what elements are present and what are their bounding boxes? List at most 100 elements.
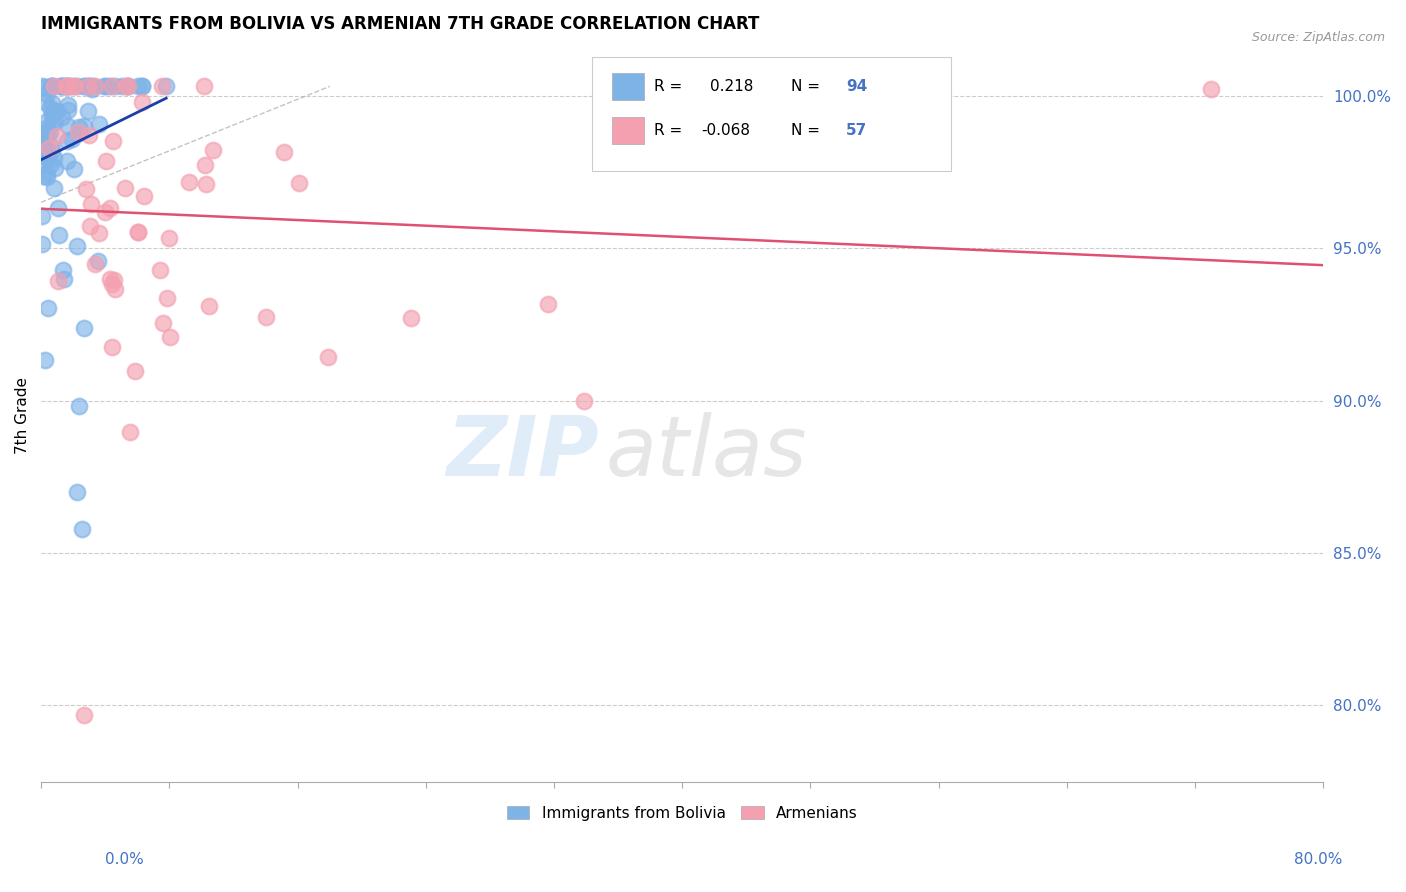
Point <box>58 79 80 94</box>
Point <box>201 143 224 157</box>
Point <box>56 79 79 94</box>
Point <box>46 103 69 118</box>
Point <box>51 110 73 124</box>
Point <box>77 128 100 142</box>
Point <box>148 262 170 277</box>
Point <box>56 134 79 148</box>
Text: N =: N = <box>792 78 820 94</box>
Point <box>101 277 124 291</box>
Point <box>67 125 90 139</box>
Point <box>96 154 118 169</box>
Point <box>30 128 52 143</box>
Point <box>67 399 90 413</box>
Point <box>66 79 89 94</box>
FancyBboxPatch shape <box>592 57 952 170</box>
Point <box>32 126 55 140</box>
Point <box>79 219 101 233</box>
Text: atlas: atlas <box>605 412 807 493</box>
Point <box>31 236 53 251</box>
Text: N =: N = <box>792 123 820 138</box>
Text: -0.068: -0.068 <box>702 123 751 138</box>
Point <box>48 79 70 94</box>
Point <box>155 291 177 305</box>
Text: 80.0%: 80.0% <box>1295 852 1343 867</box>
Point <box>35 127 58 141</box>
Point <box>111 79 134 94</box>
Point <box>75 182 97 196</box>
Text: 0.218: 0.218 <box>710 78 754 94</box>
Point <box>101 340 124 354</box>
Point <box>53 79 76 94</box>
Point <box>39 157 62 171</box>
Point <box>37 301 59 315</box>
Point <box>38 125 60 139</box>
Text: 94: 94 <box>846 78 868 94</box>
Point <box>41 115 63 129</box>
Point <box>51 79 73 94</box>
Point <box>38 141 60 155</box>
Point <box>76 104 98 119</box>
Point <box>42 151 65 165</box>
Point <box>45 128 67 143</box>
Point <box>49 79 72 94</box>
Point <box>127 79 149 94</box>
Point <box>39 101 62 115</box>
Point <box>66 485 89 500</box>
Point <box>63 79 86 94</box>
Point <box>35 87 58 101</box>
Point <box>52 79 75 94</box>
Point <box>273 145 295 160</box>
Point <box>41 79 63 94</box>
Point <box>35 113 58 128</box>
Point <box>73 321 96 335</box>
Point <box>194 158 217 172</box>
Point <box>117 79 139 94</box>
Point <box>58 119 80 133</box>
Point <box>56 79 79 94</box>
Point <box>114 180 136 194</box>
Point <box>59 79 82 94</box>
Text: R =: R = <box>654 123 682 138</box>
Point <box>103 134 125 148</box>
Point <box>537 297 560 311</box>
Point <box>131 95 153 110</box>
Point <box>98 79 121 94</box>
Point <box>104 282 127 296</box>
Point <box>44 181 66 195</box>
Point <box>155 79 177 94</box>
Point <box>62 132 84 146</box>
Point <box>52 272 75 286</box>
Point <box>56 153 79 168</box>
Point <box>120 425 142 440</box>
Text: Source: ZipAtlas.com: Source: ZipAtlas.com <box>1251 31 1385 45</box>
Point <box>132 189 155 203</box>
Point <box>56 103 79 117</box>
Point <box>73 79 96 94</box>
Point <box>1199 82 1222 96</box>
Text: R =: R = <box>654 78 682 94</box>
Point <box>46 274 69 288</box>
Point <box>39 138 62 153</box>
Point <box>103 272 125 286</box>
Point <box>104 79 127 94</box>
Point <box>93 79 115 94</box>
Point <box>32 122 55 136</box>
Point <box>124 364 146 378</box>
Point <box>55 79 77 94</box>
Point <box>80 197 103 211</box>
Point <box>152 316 174 330</box>
Point <box>31 209 53 223</box>
Point <box>63 162 86 177</box>
Point <box>35 166 58 180</box>
Point <box>254 310 277 325</box>
Point <box>34 353 56 368</box>
Point <box>44 161 66 175</box>
Point <box>79 79 101 94</box>
Point <box>31 79 53 94</box>
Point <box>41 96 63 111</box>
Point <box>316 350 339 364</box>
Point <box>131 79 153 94</box>
Point <box>114 79 136 94</box>
Point <box>35 170 58 185</box>
Point <box>65 239 87 253</box>
